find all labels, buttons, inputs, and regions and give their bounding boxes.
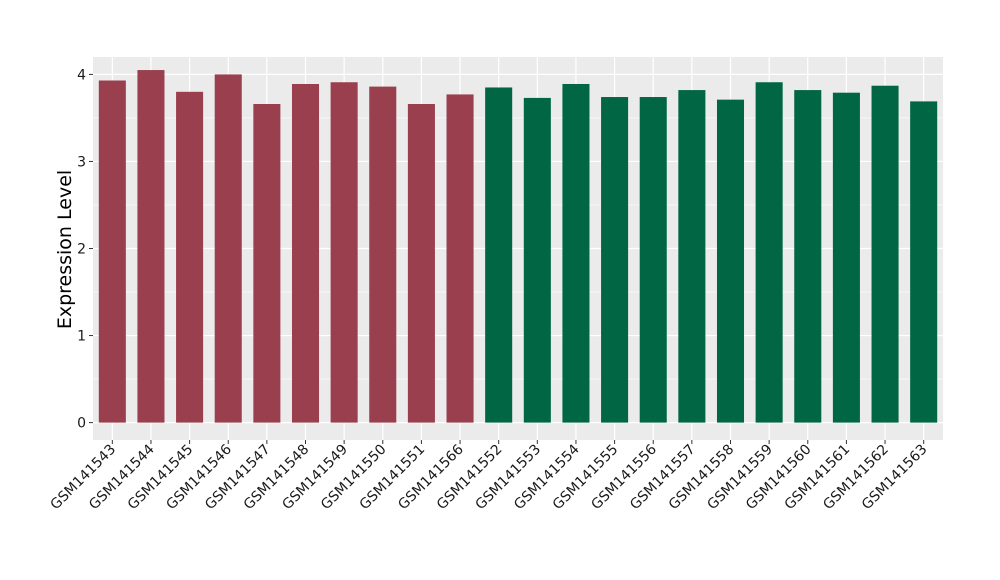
bar-gsm141558 [716,99,745,423]
y-axis: 0 1 2 3 4 [77,67,93,432]
bar-gsm141544 [137,70,165,423]
bar-gsm141560 [794,90,822,423]
x-tick-label: GSM141543 [48,442,120,514]
bar-gsm141547 [253,104,281,423]
bar-gsm141555 [601,97,629,423]
y-tick-label: 2 [77,242,86,258]
bar-gsm141562 [871,85,899,423]
y-tick-label: 3 [77,154,86,170]
y-tick-label: 1 [77,329,86,345]
bar-gsm141548 [291,83,320,423]
y-tick-label: 0 [77,416,86,432]
bar-gsm141566 [446,94,474,423]
bar-gsm141559 [755,82,783,423]
bar-gsm141552 [485,87,513,423]
bar-gsm141554 [562,83,590,423]
bar-gsm141557 [678,90,706,423]
bar-gsm141551 [407,104,435,423]
x-axis: GSM141543GSM141544GSM141545GSM141546GSM1… [48,440,931,513]
bar-gsm141556 [639,97,667,423]
y-axis-title: Expression Level [54,170,76,329]
bar-gsm141561 [832,92,860,423]
bar-gsm141546 [214,74,242,423]
bar-gsm141549 [330,82,358,423]
bars [98,70,938,423]
bar-gsm141563 [910,101,938,423]
y-tick-label: 4 [77,67,86,83]
bar-gsm141543 [98,80,126,423]
bar-gsm141553 [523,97,551,423]
bar-gsm141545 [176,91,204,423]
bar-gsm141550 [369,86,397,423]
